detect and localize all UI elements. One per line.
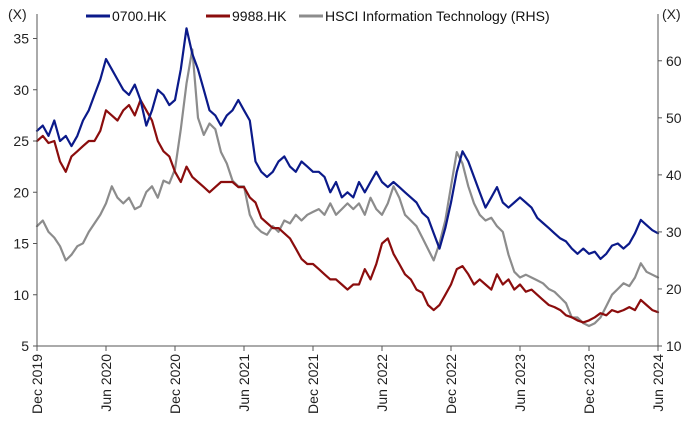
left-axis-ticks: 5 10 15 20 25 30 35 [13, 31, 37, 354]
series-line-0700-hk [35, 27, 660, 260]
x-axis-ticks: Dec 2019 Jun 2020 Dec 2020 Jun 2021 Dec 2021… [29, 346, 666, 414]
right-tick-label: 20 [666, 281, 682, 297]
x-tick-label: Dec 2020 [167, 354, 183, 414]
axes-layer [36, 14, 659, 347]
left-axis-unit-label: (X) [8, 6, 27, 22]
legend-label: 0700.HK [112, 8, 167, 24]
x-tick-label: Dec 2022 [443, 354, 459, 414]
x-tick-label: Dec 2023 [581, 354, 597, 414]
left-tick-label: 20 [13, 184, 29, 200]
left-tick-label: 25 [13, 133, 29, 149]
legend-label: HSCI Information Technology (RHS) [325, 8, 550, 24]
legend-label: 9988.HK [232, 8, 287, 24]
x-tick-label: Dec 2019 [29, 354, 45, 414]
series-line-hsci-information-technology-rhs [35, 48, 660, 328]
series-line-9988-hk [35, 98, 660, 324]
left-tick-label: 35 [13, 31, 29, 47]
left-tick-label: 5 [21, 338, 29, 354]
left-tick-label: 15 [13, 236, 29, 252]
x-tick-label: Jun 2023 [512, 354, 528, 412]
left-tick-label: 30 [13, 82, 29, 98]
x-tick-label: Dec 2021 [305, 354, 321, 414]
x-tick-label: Jun 2024 [650, 354, 666, 412]
left-tick-label: 10 [13, 287, 29, 303]
legend: 0700.HK 9988.HK HSCI Information Technolog… [86, 8, 550, 24]
right-tick-label: 50 [666, 110, 682, 126]
x-tick-label: Jun 2021 [236, 354, 252, 412]
x-tick-label: Jun 2022 [374, 354, 390, 412]
right-tick-label: 60 [666, 53, 682, 69]
right-tick-label: 10 [666, 338, 682, 354]
right-axis-unit-label: (X) [662, 6, 681, 22]
x-tick-label: Jun 2020 [98, 354, 114, 412]
right-axis-ticks: 10 20 30 40 50 60 [658, 53, 682, 354]
series-layer [35, 27, 660, 328]
right-tick-label: 40 [666, 167, 682, 183]
right-tick-label: 30 [666, 224, 682, 240]
